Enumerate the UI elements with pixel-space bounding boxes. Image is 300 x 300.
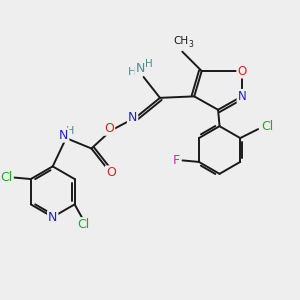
Text: H: H [65, 126, 74, 136]
Text: Cl: Cl [261, 120, 273, 133]
Text: N: N [135, 61, 145, 75]
Text: F: F [173, 154, 180, 167]
Text: O: O [104, 122, 114, 135]
Text: CH: CH [173, 36, 188, 46]
Text: 3: 3 [188, 40, 193, 49]
Text: N: N [48, 211, 57, 224]
Text: N: N [238, 90, 246, 103]
Text: Cl: Cl [0, 171, 13, 184]
Text: H: H [145, 58, 153, 69]
Text: O: O [237, 64, 247, 77]
Text: Cl: Cl [77, 218, 89, 231]
Text: H: H [128, 67, 136, 76]
Text: N: N [128, 111, 137, 124]
Text: N: N [59, 129, 68, 142]
Text: O: O [106, 167, 116, 179]
